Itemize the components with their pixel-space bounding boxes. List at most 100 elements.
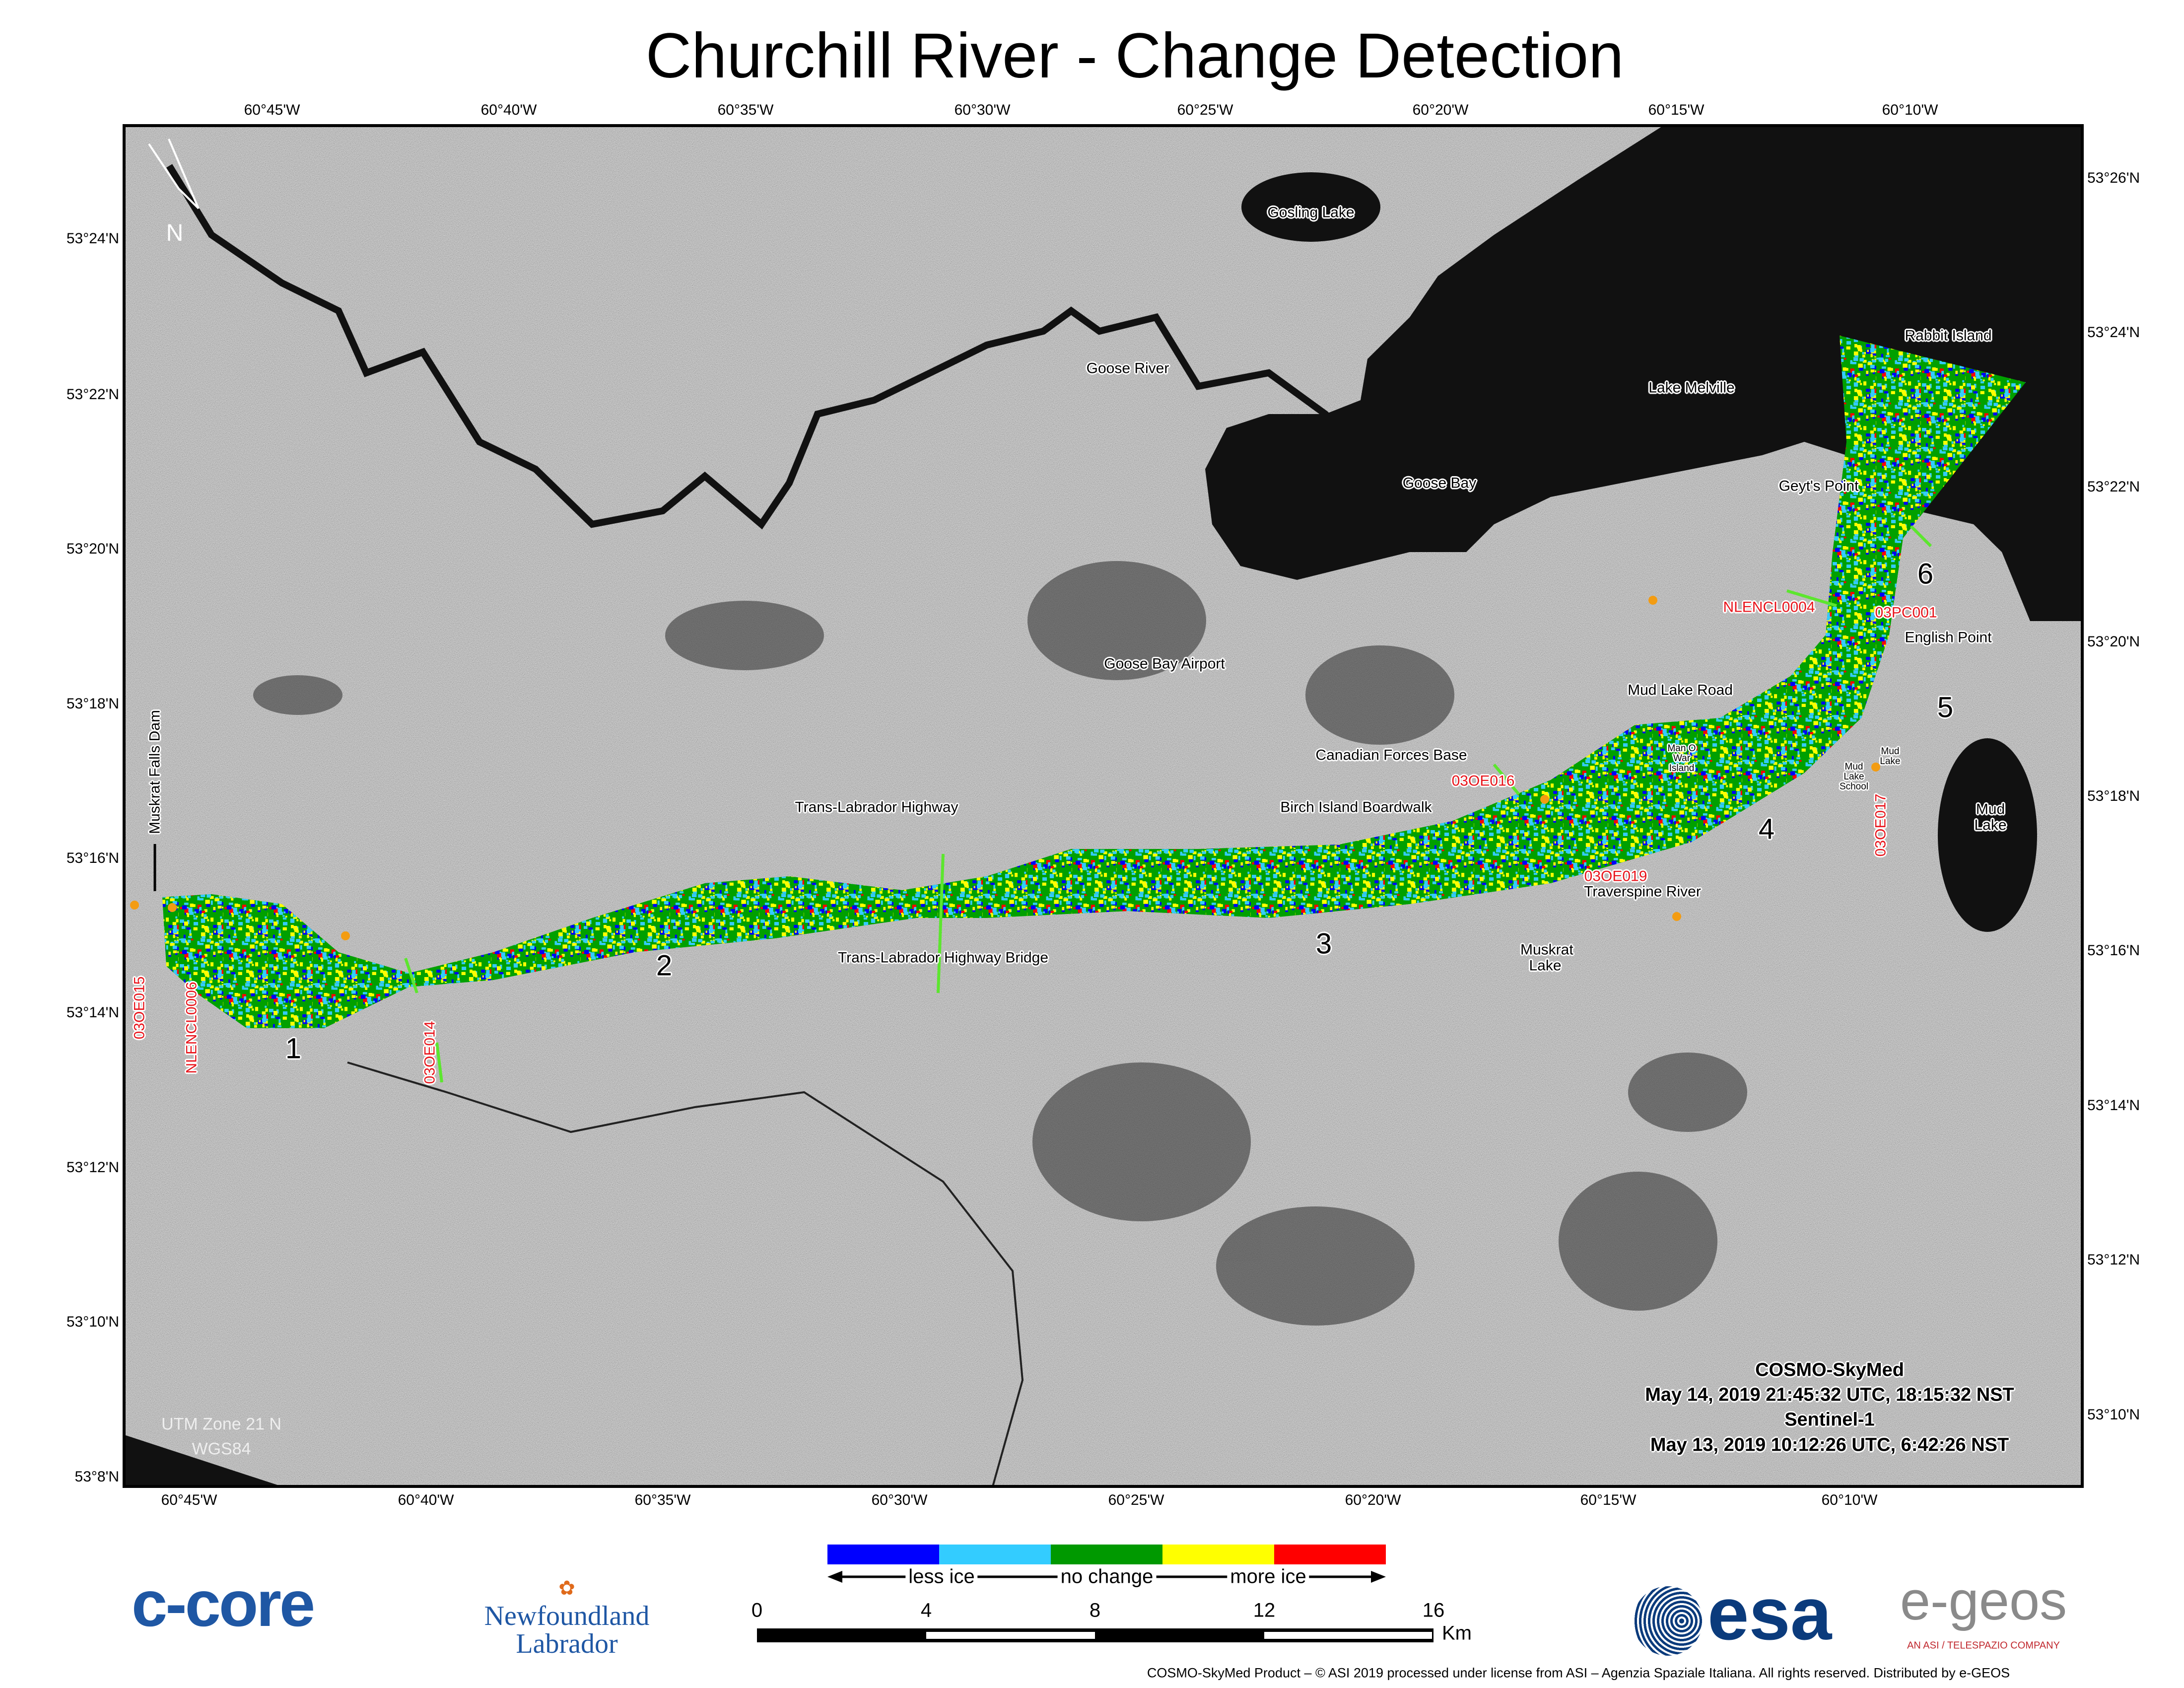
lat-tick: 53°12'N [2087, 1252, 2140, 1268]
lat-tick: 53°16'N [66, 850, 119, 866]
acquisition-date-2: May 13, 2019 10:12:26 UTC, 6:42:26 NST [1650, 1434, 2009, 1456]
projection-zone: UTM Zone 21 N [161, 1414, 281, 1434]
scale-label: 12 [1253, 1599, 1276, 1621]
lon-tick: 60°40'W [398, 1492, 454, 1508]
label-english-point: English Point [1905, 629, 1992, 646]
lon-tick: 60°30'W [871, 1492, 928, 1508]
label-mud-lake: Mud Lake [1974, 801, 2007, 833]
label-muskrat-lake: Muskrat Lake [1520, 941, 1573, 974]
station-markers [130, 596, 1880, 940]
lat-tick: 53°10'N [2087, 1407, 2140, 1423]
road-line [347, 1061, 1024, 1486]
label-birch-island-boardwalk: Birch Island Boardwalk [1280, 799, 1432, 816]
station-label: 03OE015 [131, 976, 148, 1040]
north-arrow [148, 139, 200, 210]
legend-swatch-much-more-ice [1274, 1545, 1386, 1564]
lon-tick: 60°20'W [1345, 1492, 1401, 1508]
scale-label: 0 [751, 1599, 763, 1621]
gosling-lake-water [1241, 172, 1380, 242]
zone-number: 5 [1937, 691, 1954, 724]
change-legend-bar [827, 1545, 1386, 1564]
station-label: 03OE019 [1584, 868, 1647, 885]
label-mud-lake-school: Mud Lake School [1839, 762, 1869, 792]
esa-logo: esa [1707, 1572, 1832, 1655]
legend-swatch-more-ice [1162, 1545, 1274, 1564]
copyright-credit: COSMO-SkyMed Product – © ASI 2019 proces… [1147, 1665, 2010, 1681]
legend-swatch-less-ice [939, 1545, 1051, 1564]
lon-tick: 60°25'W [1108, 1492, 1164, 1508]
lon-tick: 60°25'W [1177, 102, 1233, 118]
station-label: NLENCL0006 [183, 982, 200, 1074]
lat-tick: 53°20'N [66, 541, 119, 557]
lat-tick: 53°12'N [66, 1159, 119, 1176]
station-label: 03PC001 [1875, 604, 1937, 621]
scale-label: 16 [1422, 1599, 1445, 1621]
ccore-logo: c-core [132, 1567, 315, 1640]
label-trans-labrador-highway: Trans-Labrador Highway [795, 799, 958, 816]
sensor-1: COSMO-SkyMed [1755, 1359, 1904, 1381]
label-man-o-war-island: Man O War Island [1667, 743, 1696, 774]
lon-tick: 60°30'W [954, 102, 1011, 118]
lon-tick: 60°35'W [634, 1492, 691, 1508]
label-lake-melville: Lake Melville [1648, 379, 1735, 396]
label-trans-labrador-highway-bridge: Trans-Labrador Highway Bridge [837, 949, 1049, 966]
lat-tick: 53°24'N [66, 230, 119, 247]
dark-corner [124, 1435, 282, 1486]
map-title: Churchill River - Change Detection [645, 20, 1624, 91]
map-frame-content [124, 126, 2082, 1486]
lat-tick: 53°22'N [66, 386, 119, 403]
esa-globe-icon [1633, 1586, 1703, 1656]
legend-swatch-no-change [1051, 1545, 1162, 1564]
label-geyts-point: Geyt's Point [1778, 478, 1859, 494]
sensor-2: Sentinel-1 [1784, 1409, 1875, 1430]
scale-label: 8 [1089, 1599, 1101, 1621]
lat-tick: 53°16'N [2087, 942, 2140, 959]
lat-tick: 53°26'N [2087, 170, 2140, 186]
label-mud-lake-small: Mud Lake [1880, 746, 1901, 767]
lon-tick: 60°15'W [1648, 102, 1705, 118]
legend-less-ice: less ice [905, 1565, 978, 1588]
north-arrow-label: N [166, 219, 184, 246]
lat-tick: 53°8'N [74, 1469, 119, 1485]
lat-tick: 53°14'N [2087, 1097, 2140, 1114]
lon-tick: 60°20'W [1412, 102, 1469, 118]
lon-tick: 60°45'W [161, 1492, 217, 1508]
label-canadian-forces-base: Canadian Forces Base [1315, 747, 1467, 764]
lat-tick: 53°24'N [2087, 324, 2140, 341]
station-label: NLENCL0004 [1723, 599, 1815, 616]
label-mud-lake-road: Mud Lake Road [1628, 682, 1733, 699]
mud-lake-water [1938, 738, 2037, 932]
lon-tick: 60°10'W [1882, 102, 1938, 118]
nl-logo-line1: Newfoundland [484, 1601, 650, 1631]
egeos-logo: e-geos [1900, 1570, 2067, 1631]
label-traverspine-river: Traverspine River [1584, 883, 1701, 900]
legend-more-ice: more ice [1227, 1565, 1309, 1588]
projection-datum: WGS84 [192, 1439, 251, 1459]
label-rabbit-island: Rabbit Island [1905, 327, 1992, 344]
label-goose-river: Goose River [1086, 360, 1169, 377]
lon-tick: 60°35'W [717, 102, 774, 118]
scale-unit: Km [1442, 1622, 1472, 1644]
zone-number: 6 [1917, 558, 1934, 590]
lat-tick: 53°20'N [2087, 633, 2140, 650]
goose-river-channel [166, 164, 1356, 530]
dark-terrain-patches [253, 561, 1747, 1326]
scale-bar [757, 1628, 1433, 1642]
nl-logo-line2: Labrador [516, 1628, 618, 1659]
lat-tick: 53°18'N [66, 696, 119, 712]
lat-tick: 53°22'N [2087, 479, 2140, 495]
lat-tick: 53°10'N [66, 1314, 119, 1330]
station-label: 03OE016 [1451, 773, 1515, 789]
lon-tick: 60°40'W [480, 102, 537, 118]
label-gosling-lake: Gosling Lake [1267, 204, 1355, 221]
nl-logo: ✿ Newfoundland Labrador [484, 1574, 650, 1658]
lat-tick: 53°18'N [2087, 788, 2140, 804]
section-boundary-lines [404, 525, 1932, 1083]
lat-tick: 53°14'N [66, 1004, 119, 1021]
egeos-tagline: AN ASI / TELESPAZIO COMPANY [1907, 1640, 2060, 1651]
label-goose-bay: Goose Bay [1402, 475, 1477, 492]
zone-number: 3 [1315, 927, 1332, 960]
pitcher-plant-icon: ✿ [558, 1577, 575, 1599]
lon-tick: 60°45'W [244, 102, 300, 118]
